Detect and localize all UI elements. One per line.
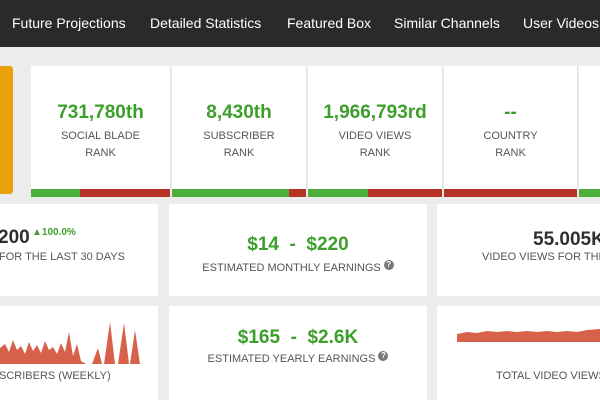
rank-bar-green	[31, 189, 80, 197]
sparkline-spike	[130, 330, 140, 364]
monthly-earnings-label: ESTIMATED MONTHLY EARNINGS	[202, 262, 381, 274]
subscribers-weekly-chart-card: SCRIBERS (WEEKLY)	[0, 306, 158, 400]
rank-value: --	[504, 102, 517, 123]
rank-label-line2: RANK	[223, 147, 255, 159]
grade-badge	[0, 66, 13, 194]
rank-bar-red	[368, 189, 442, 197]
rank-progress-bar	[172, 189, 306, 197]
nav-future-projections[interactable]: Future Projections	[12, 15, 126, 31]
monthly-earnings-card: $14 - $220 ESTIMATED MONTHLY EARNINGS?	[169, 204, 427, 296]
rank-label: VIDEO VIEWS RANK	[308, 128, 442, 162]
rank-label-line1: SOCIAL BLADE	[60, 130, 141, 142]
help-icon[interactable]: ?	[378, 351, 389, 361]
rank-value: 731,780th	[57, 102, 144, 123]
total-video-views-chart-card: TOTAL VIDEO VIEWS	[437, 306, 600, 400]
subscribers-weekly-sparkline	[0, 322, 140, 364]
yearly-earnings-label: ESTIMATED YEARLY EARNINGS	[207, 353, 376, 365]
subscribers-weekly-label: SCRIBERS (WEEKLY)	[0, 370, 111, 382]
rank-progress-bar	[579, 189, 600, 197]
rank-value: 8,430th	[206, 102, 272, 123]
subscribers-gained-value: 200	[0, 227, 30, 248]
rank-label: SUBSCRIBER RANK	[172, 128, 306, 162]
rank-bar-red	[288, 189, 306, 197]
video-views-value: 55.005K	[533, 229, 600, 250]
monthly-earnings-value: $14 - $220	[247, 234, 349, 255]
rank-label: SOCIAL BLADE RANK	[31, 128, 170, 162]
nav-user-videos[interactable]: User Videos	[523, 15, 600, 31]
subscribers-30-days-card: 200 ▲100.0% FOR THE LAST 30 DAYS	[0, 204, 158, 296]
subscribers-30-days-label: FOR THE LAST 30 DAYS	[0, 251, 125, 263]
rank-bar-green	[308, 189, 369, 197]
rank-value: 1,966,793rd	[323, 102, 427, 123]
subscribers-delta-value: 100.0%	[41, 227, 76, 238]
rank-bar-red	[79, 189, 170, 197]
rank-label: COUNTRY RANK	[444, 128, 577, 162]
nav-similar-channels[interactable]: Similar Channels	[394, 15, 500, 31]
yearly-earnings-value: $165 - $2.6K	[237, 327, 359, 348]
rank-card-video-views: 1,966,793rd VIDEO VIEWS RANK	[308, 66, 443, 197]
yearly-earnings-card: $165 - $2.6K ESTIMATED YEARLY EARNINGS?	[169, 306, 427, 400]
rank-card-partial	[579, 66, 600, 197]
video-views-label: VIDEO VIEWS FOR THE L	[482, 251, 600, 263]
total-video-views-sparkline	[457, 329, 600, 342]
rank-progress-bar	[444, 189, 577, 197]
sparkline-area	[457, 329, 600, 342]
video-views-card: 55.005K VIDEO VIEWS FOR THE L	[437, 204, 600, 296]
rank-card-subscriber: 8,430th SUBSCRIBER RANK	[172, 66, 307, 197]
up-arrow-icon: ▲	[32, 227, 42, 238]
yearly-earnings-label-row: ESTIMATED YEARLY EARNINGS?	[169, 351, 427, 365]
nav-detailed-statistics[interactable]: Detailed Statistics	[150, 15, 262, 31]
rank-label-line1: SUBSCRIBER	[203, 130, 275, 142]
rank-label-line2: RANK	[495, 147, 526, 159]
subscribers-delta: ▲100.0%	[32, 227, 76, 238]
rank-card-country: -- COUNTRY RANK	[444, 66, 578, 197]
rank-progress-bar	[31, 189, 170, 197]
rank-label-line2: RANK	[359, 147, 391, 159]
sparkline-area	[0, 332, 86, 364]
sparkline-spike	[118, 323, 129, 364]
top-navigation-bar: Future Projections Detailed Statistics F…	[0, 0, 600, 47]
rank-label-line1: VIDEO VIEWS	[338, 130, 412, 142]
rank-bar-green	[172, 189, 289, 197]
rank-label-line1: COUNTRY	[483, 130, 538, 142]
rank-progress-bar	[308, 189, 442, 197]
sparkline-spike	[104, 322, 115, 364]
nav-featured-box[interactable]: Featured Box	[287, 15, 372, 31]
rank-label-line2: RANK	[85, 147, 116, 159]
help-icon[interactable]: ?	[383, 260, 394, 270]
total-video-views-label: TOTAL VIDEO VIEWS	[496, 370, 600, 382]
sparkline-spike	[92, 348, 102, 364]
rank-bar-green	[579, 189, 600, 197]
monthly-earnings-label-row: ESTIMATED MONTHLY EARNINGS?	[169, 260, 427, 274]
rank-bar-red	[444, 189, 577, 197]
rank-card-social-blade: 731,780th SOCIAL BLADE RANK	[31, 66, 171, 197]
